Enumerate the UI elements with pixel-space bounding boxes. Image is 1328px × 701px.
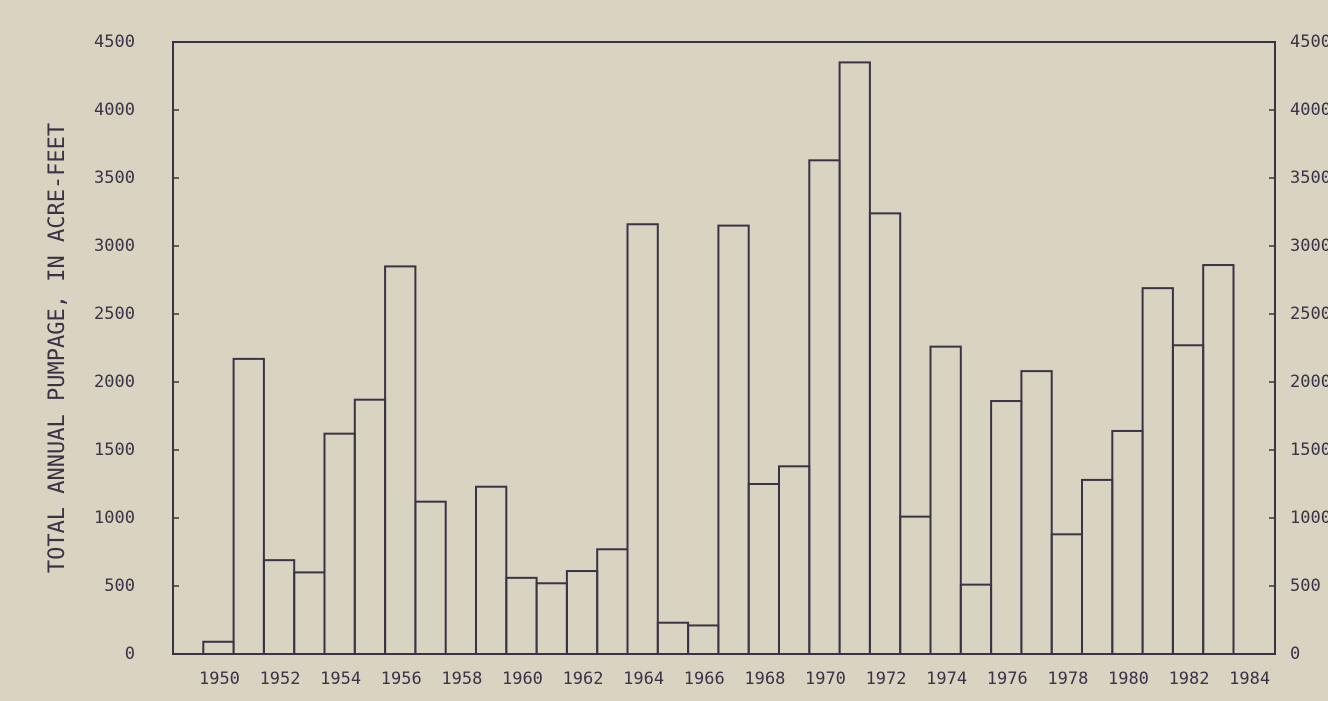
bar <box>353 398 387 655</box>
bar <box>626 223 659 656</box>
y-tick-label: 4500 <box>94 32 135 52</box>
bar <box>535 582 568 656</box>
y-tick-label: 2000 <box>94 372 135 392</box>
bar <box>1202 264 1235 655</box>
bar <box>717 224 750 655</box>
bar <box>656 621 690 655</box>
x-tick-label: 1978 <box>1047 669 1088 689</box>
bar <box>202 640 235 656</box>
x-tick-label: 1956 <box>381 669 422 689</box>
bar <box>414 500 447 655</box>
x-tick-label: 1950 <box>199 669 240 689</box>
y-tick-label: 3000 <box>94 236 135 256</box>
x-tick-label: 1968 <box>744 669 785 689</box>
y2-tick-label: 4500 <box>1290 32 1328 52</box>
y2-tick-label: 1500 <box>1290 440 1328 460</box>
plot-frame <box>172 41 1276 655</box>
bar <box>1050 533 1083 656</box>
x-tick-label: 1960 <box>502 669 543 689</box>
bar <box>959 583 993 656</box>
y2-tick-label: 500 <box>1290 576 1321 596</box>
bar <box>323 432 356 655</box>
y-tick-label: 3500 <box>94 168 135 188</box>
y2-tick-label: 0 <box>1290 644 1300 664</box>
bar <box>838 61 871 655</box>
x-tick-label: 1952 <box>260 669 301 689</box>
x-tick-label: 1954 <box>320 669 361 689</box>
bar <box>232 357 265 655</box>
y2-tick-label: 4000 <box>1290 100 1328 120</box>
x-tick-label: 1966 <box>684 669 725 689</box>
bar <box>475 485 508 655</box>
bar <box>384 265 417 655</box>
x-tick-label: 1974 <box>926 669 967 689</box>
x-tick-label: 1972 <box>866 669 907 689</box>
bar <box>596 548 629 656</box>
bar <box>929 345 962 655</box>
x-tick-label: 1964 <box>623 669 664 689</box>
y-tick-label: 1500 <box>94 440 135 460</box>
y-tick-label: 1000 <box>94 508 135 528</box>
bar <box>293 571 326 656</box>
y2-tick-label: 1000 <box>1290 508 1328 528</box>
x-tick-label: 1958 <box>441 669 482 689</box>
x-tick-label: 1980 <box>1108 669 1149 689</box>
bar <box>868 212 902 656</box>
bar <box>1081 478 1114 656</box>
bar <box>1111 429 1144 655</box>
bar <box>565 570 599 655</box>
x-tick-label: 1970 <box>805 669 846 689</box>
x-tick-label: 1982 <box>1169 669 1210 689</box>
bar <box>1171 344 1205 655</box>
bar <box>1141 287 1174 655</box>
bar <box>899 515 932 656</box>
y-tick-label: 2500 <box>94 304 135 324</box>
y2-tick-label: 3500 <box>1290 168 1328 188</box>
y2-tick-label: 3000 <box>1290 236 1328 256</box>
bar <box>747 483 781 655</box>
y-tick-label: 500 <box>104 576 135 596</box>
bar <box>808 159 841 655</box>
y-axis-label: TOTAL ANNUAL PUMPAGE, IN ACRE-FEET <box>45 123 70 573</box>
y2-tick-label: 2500 <box>1290 304 1328 324</box>
x-tick-label: 1984 <box>1229 669 1270 689</box>
bar <box>505 576 538 656</box>
x-tick-label: 1976 <box>987 669 1028 689</box>
x-tick-label: 1962 <box>563 669 604 689</box>
y-tick-label: 0 <box>125 644 135 664</box>
bar <box>990 400 1023 656</box>
y2-tick-label: 2000 <box>1290 372 1328 392</box>
bar <box>778 465 811 655</box>
y-tick-label: 4000 <box>94 100 135 120</box>
bar <box>1020 370 1053 655</box>
bar <box>687 624 720 656</box>
bar <box>262 559 296 655</box>
